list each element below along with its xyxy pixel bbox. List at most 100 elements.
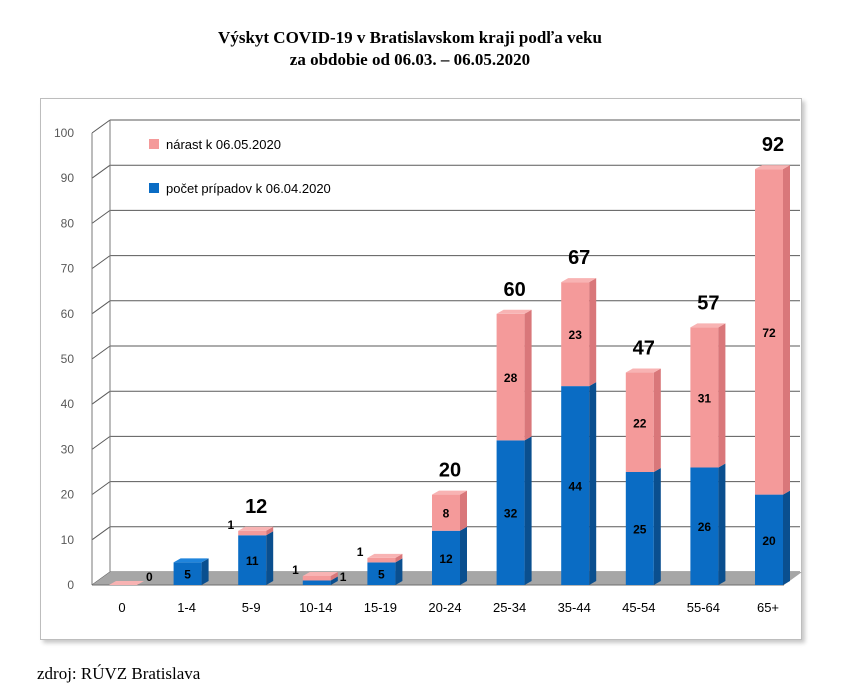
- bar-increase-55-64-side: [718, 323, 726, 468]
- data-label-base: 20: [762, 534, 776, 548]
- grid-slant-9: [91, 164, 111, 179]
- x-tick-label: 35-44: [558, 600, 591, 615]
- bar-increase-35-44-front: [561, 282, 590, 387]
- bar-base-10-14: [302, 576, 338, 585]
- bar-increase-65+: [755, 165, 790, 495]
- bar-increase-45-54-side: [653, 368, 661, 472]
- data-label-total: 57: [697, 292, 719, 314]
- bar-increase-45-54-front: [625, 372, 654, 472]
- bar-base-55-64: [690, 463, 726, 585]
- y-tick-label: 100: [54, 126, 74, 140]
- data-label-total: 47: [633, 338, 655, 360]
- bar-base-1-4: [173, 558, 209, 585]
- x-tick-label: 65+: [757, 600, 779, 615]
- data-label-total: 60: [503, 279, 525, 301]
- grid-slant-4: [91, 390, 111, 405]
- grid-slant-5: [91, 345, 111, 360]
- data-label-total: 67: [568, 247, 590, 269]
- bar-base-25-34-front: [496, 440, 525, 585]
- data-label-total: 20: [439, 460, 461, 482]
- data-label-base: 11: [246, 554, 259, 568]
- x-tick-label: 10-14: [299, 600, 332, 615]
- chart-title-line2: za obdobie od 06.03. – 06.05.2020: [289, 50, 531, 69]
- data-label-total: 92: [762, 134, 784, 156]
- bar-base-20-24-front: [432, 530, 460, 585]
- x-tick-label: 0: [118, 600, 125, 615]
- grid-slant-1: [91, 526, 111, 541]
- bar-base-1-4-top: [173, 558, 209, 563]
- bar-increase-35-44: [561, 278, 597, 387]
- bar-increase-35-44-top: [561, 278, 597, 283]
- grid-slant-7: [91, 255, 111, 270]
- y-tick-label: 10: [61, 533, 75, 547]
- bar-increase-25-34: [496, 309, 532, 441]
- bar-base-10-14-front: [302, 580, 331, 585]
- data-label-increase: 31: [698, 391, 712, 405]
- data-label-base: 25: [633, 523, 647, 537]
- data-label-base: 5: [378, 568, 385, 582]
- grid-slant-3: [91, 435, 111, 450]
- y-tick-label: 50: [61, 352, 75, 366]
- legend-label-base: počet prípadov k 06.04.2020: [166, 181, 331, 196]
- bar-increase-55-64-front: [690, 327, 719, 468]
- bar-base-35-44: [561, 382, 597, 585]
- data-label-base: 32: [504, 507, 518, 521]
- bar-base-35-44-side: [589, 382, 597, 585]
- bar-base-5-9: [238, 531, 274, 585]
- bar-increase-65+-top: [755, 165, 790, 170]
- legend-swatch-base: [149, 183, 159, 193]
- y-tick-label: 60: [61, 307, 75, 321]
- x-tick-label: 45-54: [622, 600, 655, 615]
- bar-base-35-44-front: [561, 386, 590, 585]
- legend-swatch-increase: [149, 139, 159, 149]
- bar-increase-45-54: [625, 368, 661, 472]
- bar-increase-5-9: [238, 526, 274, 536]
- y-tick-label: 0: [67, 578, 74, 592]
- grid-slant-2: [91, 481, 111, 496]
- bar-increase-5-9-top: [238, 526, 274, 531]
- data-label-increase: 8: [443, 507, 450, 521]
- chart-title-line1: Výskyt COVID-19 v Bratislavskom kraji po…: [218, 28, 602, 47]
- data-label-increase: 1: [292, 563, 299, 577]
- data-label-base: 1: [340, 570, 347, 584]
- bar-increase-20-24-top: [432, 490, 467, 495]
- x-tick-label: 5-9: [242, 600, 261, 615]
- bar-base-55-64-front: [690, 467, 719, 585]
- bar-base-15-19-front: [367, 562, 396, 585]
- bar-base-1-4-side: [201, 558, 209, 585]
- data-label-increase: 23: [569, 328, 583, 342]
- data-label-total: 12: [245, 496, 267, 518]
- bar-base-10-14-side: [330, 576, 338, 585]
- bar-base-15-19-side: [395, 558, 403, 585]
- data-label-increase: 1: [228, 518, 235, 532]
- x-tick-label: 20-24: [428, 600, 461, 615]
- legend-label-increase: nárast k 06.05.2020: [166, 137, 281, 152]
- data-label-base: 26: [698, 520, 712, 534]
- bar-base-5-9-side: [266, 531, 274, 585]
- bar-increase-20-24-front: [432, 494, 460, 531]
- bar-increase-20-24-side: [460, 490, 467, 531]
- data-label-increase: 28: [504, 371, 518, 385]
- x-tick-label: 1-4: [177, 600, 196, 615]
- bar-base-65+-front: [755, 494, 783, 585]
- bar-base-15-19: [367, 558, 403, 585]
- grid-slant-8: [91, 209, 111, 224]
- bar-base-55-64-side: [718, 463, 726, 585]
- y-tick-label: 90: [61, 171, 75, 185]
- data-label-base: 0: [146, 570, 153, 584]
- bar-increase-15-19-front: [367, 557, 396, 563]
- bar-increase-10-14-top: [302, 571, 338, 576]
- bar-increase-5-9-side: [266, 526, 274, 536]
- data-label-base: 12: [439, 552, 453, 566]
- x-tick-label: 15-19: [364, 600, 397, 615]
- bar-increase-15-19-side: [395, 553, 403, 563]
- y-tick-label: 40: [61, 397, 75, 411]
- bar-base-5-9-front: [238, 535, 267, 585]
- bar-increase-45-54-top: [625, 368, 661, 373]
- bar-base-25-34-side: [524, 436, 532, 585]
- chart-frame: [40, 98, 802, 640]
- bar-increase-10-14-front: [302, 575, 331, 581]
- bar-base-45-54-front: [625, 472, 654, 585]
- y-tick-label: 20: [61, 488, 75, 502]
